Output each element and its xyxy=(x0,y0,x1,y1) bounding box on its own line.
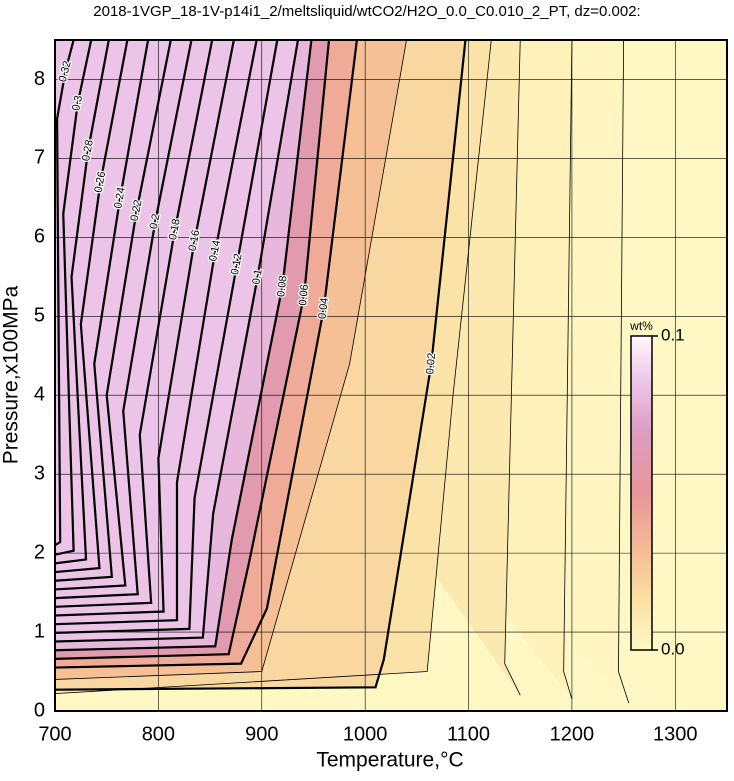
chart-title: 2018-1VGP_18-1V-p14i1_2/meltsliquid/wtCO… xyxy=(93,3,640,20)
x-tick-label: 1300 xyxy=(653,723,698,745)
contour-label: 0.14 xyxy=(207,239,223,262)
contour-label: 0.22 xyxy=(129,199,145,222)
contour-line xyxy=(55,40,214,608)
contour-label: 0.12 xyxy=(229,253,245,276)
y-tick-label: 5 xyxy=(34,305,45,327)
contour-line xyxy=(55,40,172,591)
contour-label: 0.28 xyxy=(80,139,96,162)
contour-line xyxy=(55,40,492,695)
contour-line xyxy=(55,40,300,643)
y-axis-label: Pressure,x100MPa xyxy=(0,285,23,464)
contour-line xyxy=(55,40,358,669)
contour-label: 0.04 xyxy=(316,297,331,320)
contour-label: 0.24 xyxy=(112,186,128,209)
contour-line xyxy=(504,40,521,696)
colorbar-label: wt% xyxy=(629,319,653,333)
y-tick-label: 1 xyxy=(34,620,45,642)
x-tick-label: 800 xyxy=(142,723,175,745)
contour-line xyxy=(618,40,630,704)
contour-line xyxy=(55,40,331,660)
y-tick-label: 7 xyxy=(34,147,45,169)
contour-line xyxy=(55,40,150,582)
contour-label: 0.26 xyxy=(93,170,109,193)
y-tick-label: 4 xyxy=(34,384,45,406)
contour-label: 0.02 xyxy=(424,352,438,375)
x-tick-label: 1100 xyxy=(447,723,490,745)
contour-label: 0.3 xyxy=(70,94,85,111)
plot-area: 0.020.040.060.080.10.120.140.160.180.20.… xyxy=(55,40,727,711)
contour-band xyxy=(55,40,92,555)
contour-line xyxy=(55,40,258,626)
y-tick-label: 0 xyxy=(34,699,45,721)
colorbar-tick-label: 0.0 xyxy=(661,639,685,658)
y-tick-label: 3 xyxy=(34,462,45,484)
contour-line xyxy=(55,40,313,652)
contour-line xyxy=(55,40,467,691)
contour-line xyxy=(563,40,573,700)
x-tick-label: 1200 xyxy=(550,723,595,745)
y-tick-label: 6 xyxy=(34,226,45,248)
x-tick-label: 900 xyxy=(245,723,278,745)
contour-label: 0.08 xyxy=(275,275,289,298)
contour-line xyxy=(55,40,129,574)
contour-label: 0.18 xyxy=(167,218,183,241)
contour-line xyxy=(55,40,93,556)
contour-line xyxy=(55,40,235,617)
contour-line xyxy=(55,40,279,634)
y-tick-label: 8 xyxy=(34,68,45,90)
contour-band xyxy=(55,40,74,546)
colorbar-tick-label: 0.1 xyxy=(661,325,685,344)
x-tick-label: 1000 xyxy=(343,723,388,745)
contour-line xyxy=(55,40,110,565)
contour-line xyxy=(55,40,75,547)
contour-line xyxy=(55,40,193,600)
contour-line xyxy=(55,40,407,680)
contour-label: 0.16 xyxy=(187,229,203,252)
plot-frame xyxy=(54,39,728,712)
contour-label: 0.1 xyxy=(250,268,264,285)
y-tick-label: 2 xyxy=(34,541,45,563)
x-tick-label: 700 xyxy=(38,723,71,745)
contour-label: 0.06 xyxy=(297,284,311,306)
x-axis-label: Temperature,°C xyxy=(316,749,463,772)
colorbar xyxy=(630,335,653,651)
contour-label: 0.2 xyxy=(148,213,163,230)
